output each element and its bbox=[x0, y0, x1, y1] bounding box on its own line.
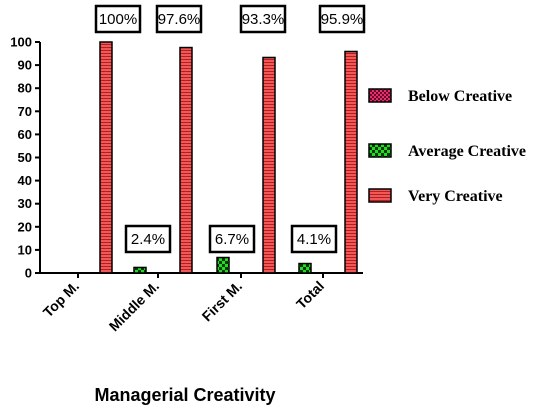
data-label: 6.7% bbox=[215, 231, 249, 248]
data-label-box bbox=[94, 4, 142, 34]
bar-very-creative bbox=[179, 46, 193, 274]
legend-swatch bbox=[368, 143, 392, 158]
data-label: 97.6% bbox=[158, 11, 201, 28]
data-label-box bbox=[124, 224, 172, 254]
legend-label: Average Creative bbox=[408, 143, 526, 160]
data-label: 95.9% bbox=[321, 11, 364, 28]
y-tick-label: 80 bbox=[18, 81, 32, 96]
data-label: 2.4% bbox=[131, 231, 165, 248]
legend-swatch bbox=[368, 188, 392, 203]
bar-very-creative bbox=[344, 50, 358, 274]
y-axis: 0 10 20 30 40 50 60 70 80 90 100 bbox=[10, 35, 41, 281]
y-tick-label: 70 bbox=[18, 104, 32, 119]
legend-swatch bbox=[368, 88, 392, 103]
y-tick-label: 90 bbox=[18, 58, 32, 73]
y-tick-label: 60 bbox=[18, 127, 32, 142]
y-tick-label: 10 bbox=[18, 242, 32, 257]
data-label-box bbox=[318, 4, 366, 34]
data-label-box bbox=[239, 4, 287, 34]
legend: Below Creative Average Creative Very Creat… bbox=[368, 88, 526, 205]
data-label: 100% bbox=[99, 11, 137, 28]
bar-average-creative bbox=[216, 256, 230, 274]
bars bbox=[99, 41, 358, 274]
bar-average-creative bbox=[133, 266, 147, 274]
bar-very-creative bbox=[262, 56, 276, 274]
bar-very-creative bbox=[99, 41, 113, 274]
x-tick-label: Top M. bbox=[40, 278, 82, 320]
x-axis-title: Managerial Creativity bbox=[94, 385, 275, 405]
data-label: 4.1% bbox=[297, 231, 331, 248]
data-label-box bbox=[290, 224, 338, 254]
x-tick-label: Total bbox=[293, 278, 327, 312]
y-tick-label: 0 bbox=[25, 266, 32, 281]
data-labels: 100% 97.6% 93.3% 95.9% 2.4% 6.7% 4.1% bbox=[94, 4, 366, 254]
data-label-box bbox=[155, 4, 203, 34]
bar-average-creative bbox=[298, 262, 312, 274]
x-axis: Top M. Middle M. First M. Total bbox=[40, 272, 363, 334]
y-tick-label: 20 bbox=[18, 219, 32, 234]
x-tick-label: Middle M. bbox=[106, 278, 162, 334]
data-label: 93.3% bbox=[242, 11, 285, 28]
y-tick-label: 40 bbox=[18, 173, 32, 188]
x-tick-label: First M. bbox=[199, 278, 246, 325]
legend-label: Below Creative bbox=[408, 88, 512, 105]
y-tick-label: 100 bbox=[10, 35, 32, 50]
y-tick-label: 30 bbox=[18, 196, 32, 211]
y-tick-label: 50 bbox=[18, 150, 32, 165]
legend-label: Very Creative bbox=[408, 188, 503, 205]
data-label-box bbox=[208, 224, 256, 254]
